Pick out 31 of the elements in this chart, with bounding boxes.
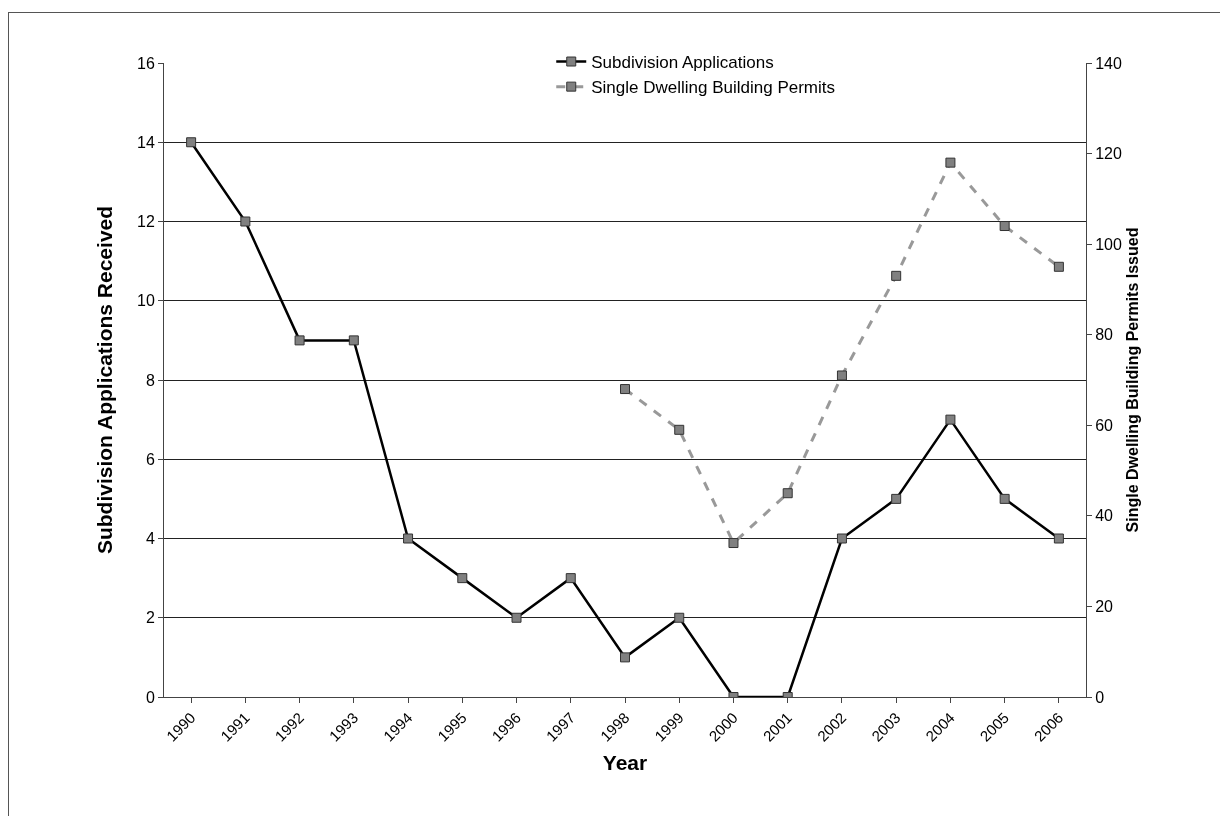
legend-label: Single Dwelling Building Permits [591,78,836,98]
point [674,424,685,435]
y2-tick-label: 120 [1095,145,1122,163]
y2-tick-label: 20 [1095,598,1114,616]
point [728,538,739,549]
y-tick-label: 10 [137,292,155,310]
y2-tick-label: 140 [1095,54,1122,72]
legend-label: Subdivision Applications [591,53,774,73]
y-tick-label: 8 [145,371,155,389]
y-tick-label: 16 [137,54,155,72]
point [999,221,1010,232]
y2-tick-label: 60 [1095,416,1114,434]
point [620,384,630,395]
y2-tick-label: 40 [1095,507,1114,525]
y2-axis-title: Single Dwelling Building Permits Issued [1124,227,1141,533]
y-tick-label: 0 [145,688,155,706]
point [782,488,793,499]
x-axis-title: Year [602,751,648,774]
y-axis-title: Subdivision Applications Received [93,205,116,555]
y2-tick-label: 80 [1095,326,1114,344]
y-tick-label: 14 [137,133,155,151]
point [891,270,902,281]
point [1053,261,1064,272]
y-tick-label: 2 [145,609,155,627]
y2-tick-label: 0 [1095,688,1105,706]
y2-tick-label: 100 [1095,235,1122,253]
point [836,370,847,381]
point [945,157,956,168]
y-tick-label: 4 [145,530,155,548]
y-tick-label: 6 [145,450,155,468]
y-tick-label: 12 [137,213,155,231]
